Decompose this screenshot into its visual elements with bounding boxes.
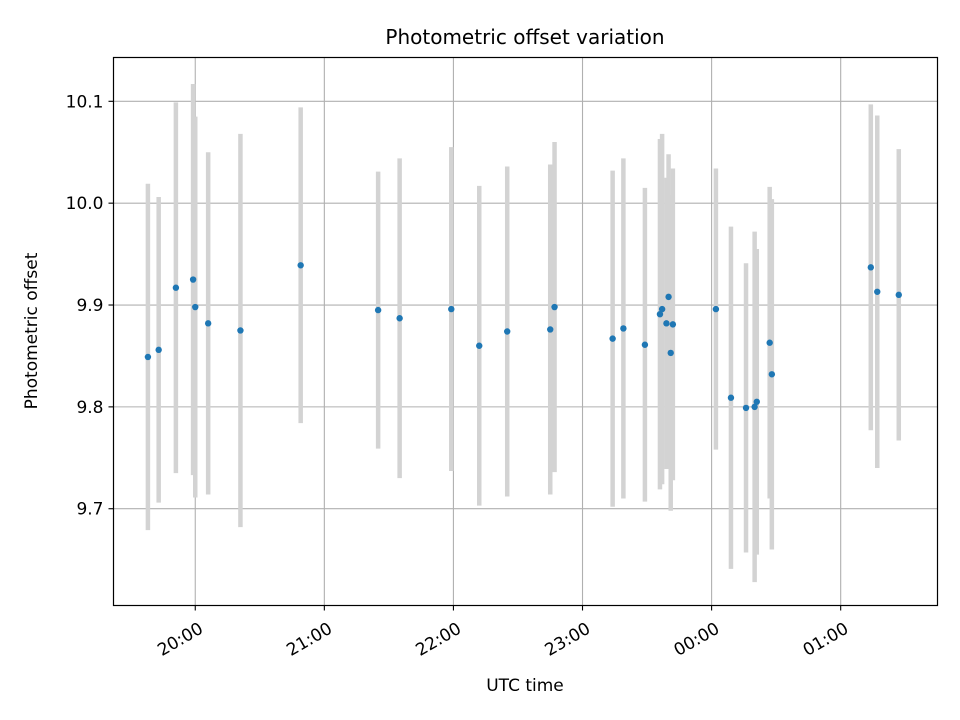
data-point: [641, 341, 649, 348]
data-point: [297, 262, 304, 269]
data-point: [192, 303, 199, 311]
data-point: [237, 327, 244, 334]
data-point: [155, 346, 162, 354]
plot-frame: [112, 56, 939, 607]
data-point: [609, 335, 616, 342]
y-tick-label: 10.1: [66, 92, 104, 112]
data-point: [658, 305, 666, 313]
chart-title: Photometric offset variation: [385, 25, 664, 49]
data-point: [504, 328, 511, 335]
y-tick-label: 9.7: [76, 500, 103, 520]
data-point: [727, 394, 735, 401]
data-point: [667, 349, 674, 357]
data-point: [656, 310, 664, 318]
y-tick-label: 9.9: [76, 296, 103, 316]
data-point: [766, 339, 773, 346]
data-point: [448, 305, 455, 313]
data-point: [712, 305, 720, 313]
point-layer: [144, 262, 902, 412]
data-point: [374, 306, 382, 314]
data-point: [396, 315, 403, 322]
data-point: [204, 320, 212, 327]
y-tick-label: 10.0: [66, 194, 104, 214]
y-axis-title: Photometric offset: [22, 252, 42, 409]
data-point: [742, 404, 750, 412]
data-point: [895, 291, 902, 299]
data-point: [476, 342, 483, 349]
data-point: [867, 264, 875, 271]
data-point: [874, 288, 881, 295]
y-tick-label: 9.8: [76, 398, 103, 418]
data-point: [189, 276, 197, 283]
data-point: [665, 293, 672, 301]
data-point: [669, 321, 677, 328]
data-point: [551, 303, 558, 311]
data-point: [547, 326, 554, 333]
data-point: [751, 403, 758, 411]
data-point: [753, 398, 760, 405]
tick-layer: [108, 100, 842, 611]
data-point: [620, 325, 627, 332]
data-point: [172, 284, 180, 291]
data-point: [663, 320, 670, 327]
data-point: [144, 353, 152, 361]
data-point: [768, 371, 776, 378]
x-axis-title: UTC time: [486, 676, 564, 696]
